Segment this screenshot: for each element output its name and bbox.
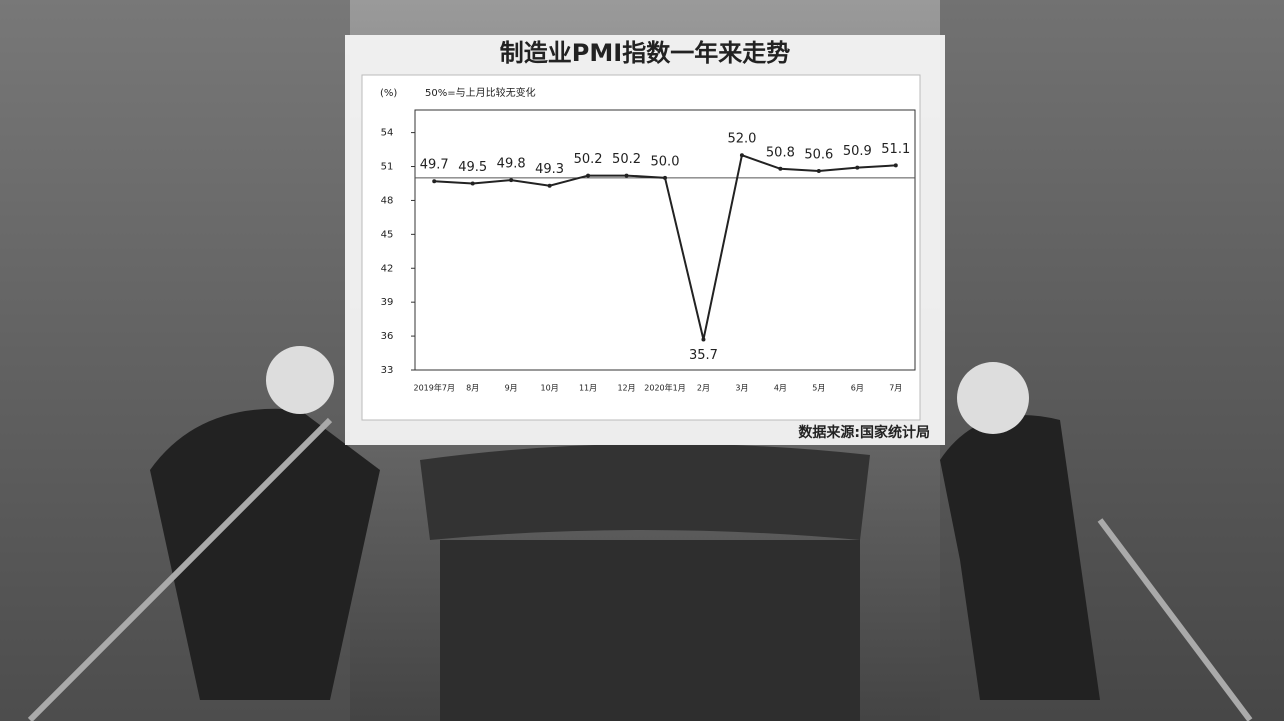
data-label: 50.2 [574,152,603,167]
x-tick-label: 9月 [505,384,518,393]
x-tick-label: 5月 [812,384,825,393]
x-tick-label: 6月 [851,384,864,393]
x-tick-label: 3月 [735,384,748,393]
y-tick-label: 39 [381,297,394,308]
data-label: 51.1 [881,142,910,157]
y-tick-label: 54 [381,128,394,139]
x-tick-label: 2月 [697,384,710,393]
data-label: 50.2 [612,152,641,167]
y-tick-label: 48 [381,195,394,206]
data-point [470,181,475,186]
y-tick-label: 33 [381,365,394,376]
chart-frame [361,74,921,421]
data-point [855,165,860,170]
data-point [586,173,591,178]
y-tick-label: 45 [381,229,394,240]
data-point [739,153,744,158]
plot-area [414,109,916,371]
data-label: 52.0 [727,132,756,147]
data-point [663,175,667,180]
data-point [547,183,552,188]
data-point [701,337,706,342]
x-tick-label: 2019年7月 [414,383,455,393]
data-point [432,179,437,184]
data-label: 49.3 [535,162,564,177]
y-tick-label: 36 [381,331,394,342]
data-label: 50.6 [804,148,833,163]
data-label: 49.7 [420,158,449,173]
chart-title: 制造业PMI指数一年来走势 [500,39,790,67]
reference-label: 50%=与上月比较无变化 [425,86,536,99]
y-tick-label: 51 [381,162,394,173]
data-label: 49.8 [497,157,526,172]
x-tick-label: 10月 [541,384,559,393]
data-label: 50.9 [843,144,872,159]
x-tick-label: 7月 [889,384,902,393]
data-point [816,169,821,174]
y-axis-label: (%) [380,88,397,99]
data-point [624,173,629,178]
x-tick-label: 4月 [774,384,787,393]
data-point [778,166,783,171]
data-label: 35.7 [689,348,718,363]
data-point [893,163,898,168]
data-label: 49.5 [458,160,487,175]
source: 数据来源:国家统计局 [798,424,930,441]
y-tick-label: 42 [381,263,394,274]
x-tick-label: 12月 [617,384,635,393]
data-label: 50.0 [651,154,680,169]
x-tick-label: 2020年1月 [644,383,685,393]
data-label: 50.8 [766,145,795,160]
x-tick-label: 8月 [466,384,479,393]
data-point [509,178,514,183]
x-tick-label: 11月 [579,384,597,393]
